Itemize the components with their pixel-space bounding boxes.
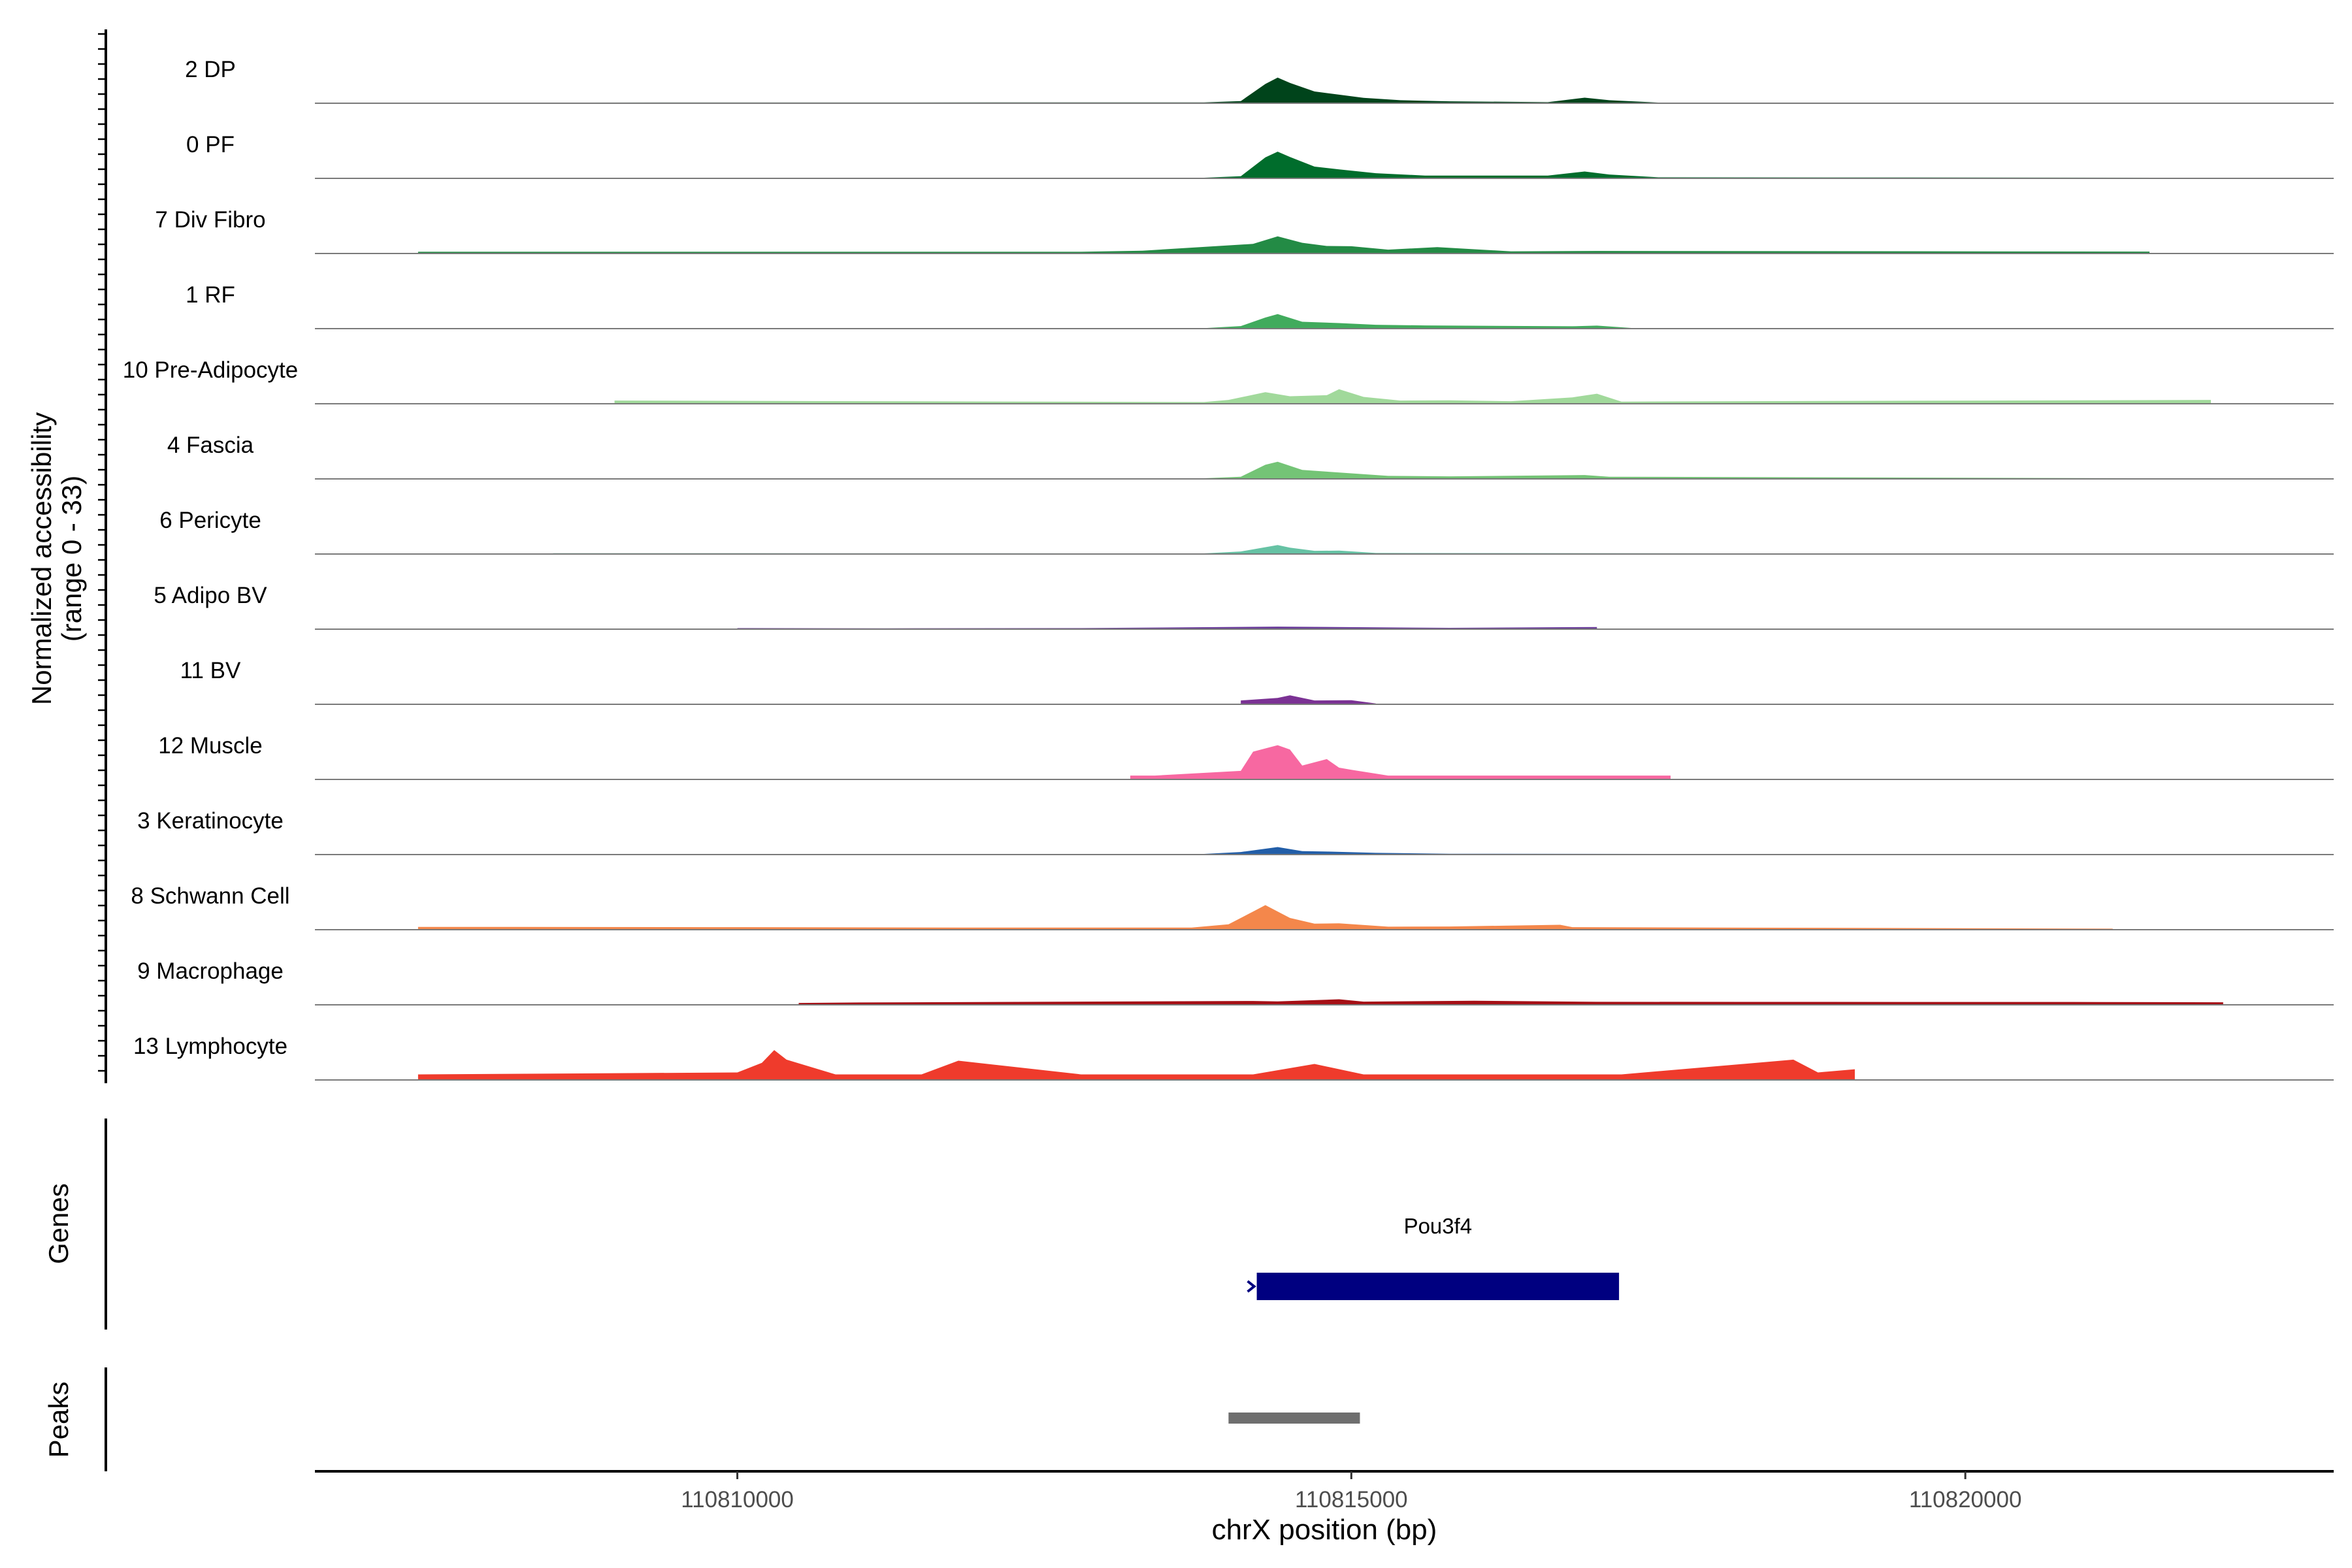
strand-arrow-icon (1247, 1280, 1256, 1293)
genes-panel-label: Genes (43, 1183, 74, 1264)
x-tick-label: 110815000 (1295, 1487, 1408, 1512)
track-2: 7 Div Fibro (155, 207, 2334, 254)
x-axis: 110810000 110815000 110820000 (315, 1470, 2334, 1512)
track-0: 2 DP (185, 57, 2334, 104)
peak-regions (1228, 1413, 1360, 1424)
track-label: 4 Fascia (167, 433, 254, 458)
track-4: 10 Pre-Adipocyte (123, 357, 2334, 404)
track-label: 13 Lymphocyte (133, 1034, 287, 1059)
track-11: 8 Schwann Cell (131, 883, 2334, 930)
track-label: 0 PF (186, 132, 235, 157)
track-label: 6 Pericyte (159, 508, 261, 533)
coverage-area (614, 389, 2211, 404)
y-axis-label-line: Normalized accessibility (26, 412, 57, 705)
track-7: 5 Adipo BV (154, 583, 2334, 630)
track-label: 9 Macrophage (137, 958, 284, 984)
track-10: 3 Keratinocyte (137, 808, 2334, 855)
track-label: 1 RF (186, 282, 235, 308)
track-label: 2 DP (185, 57, 236, 82)
track-13: 13 Lymphocyte (133, 1034, 2334, 1081)
track-label: 12 Muscle (158, 733, 263, 759)
y-axis-label: Normalized accessibility(range 0 - 33) (26, 412, 87, 705)
track-12: 9 Macrophage (137, 958, 2334, 1005)
gene-name: Pou3f4 (1404, 1214, 1473, 1238)
track-label: 11 BV (180, 658, 241, 683)
coverage-area (430, 847, 2212, 855)
gene-Pou3f4: Pou3f4 (1247, 1214, 1620, 1300)
coverage-area (417, 905, 2113, 930)
coverage-area (430, 152, 2212, 178)
track-label: 3 Keratinocyte (137, 808, 284, 834)
coverage-area (553, 545, 2027, 554)
x-axis-label: chrX position (bp) (1212, 1514, 1437, 1546)
track-label: 7 Div Fibro (155, 207, 265, 233)
gene-body (1256, 1273, 1620, 1300)
coverage-area (430, 461, 2212, 479)
track-3: 1 RF (186, 282, 2334, 329)
coverage-area (1241, 695, 1376, 704)
track-9: 12 Muscle (158, 733, 2334, 780)
track-1: 0 PF (186, 132, 2334, 179)
coverage-area (417, 1050, 1855, 1080)
track-5: 4 Fascia (167, 433, 2334, 480)
track-8: 11 BV (180, 658, 2334, 705)
genes-panel: Genes Pou3f4 (43, 1119, 1620, 1330)
y-axis-label-line: (range 0 - 33) (56, 476, 87, 642)
peak-bar (1228, 1413, 1360, 1424)
coverage-tracks: 2 DP 0 PF 7 Div Fibro 1 RF 10 Pre-Adipocyte 4… (123, 57, 2334, 1081)
track-label: 10 Pre-Adipocyte (123, 357, 298, 383)
peaks-panel-label: Peaks (43, 1382, 74, 1458)
gene-annotations: Pou3f4 (1247, 1214, 1620, 1300)
coverage-area (442, 77, 1659, 103)
x-tick-label: 110810000 (681, 1487, 794, 1512)
x-tick-label: 110820000 (1909, 1487, 2022, 1512)
track-label: 5 Adipo BV (154, 583, 267, 608)
coverage-area (1130, 745, 1671, 779)
coverage-area (798, 999, 2223, 1005)
track-label: 8 Schwann Cell (131, 883, 289, 909)
coverage-area (417, 236, 2150, 253)
coverage-area (430, 314, 1634, 329)
peaks-panel: Peaks (43, 1367, 1360, 1471)
track-6: 6 Pericyte (159, 508, 2334, 555)
y-axis (98, 29, 107, 1083)
